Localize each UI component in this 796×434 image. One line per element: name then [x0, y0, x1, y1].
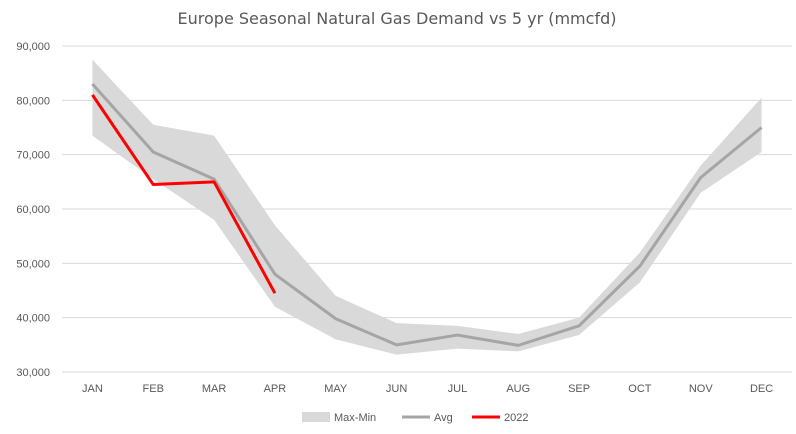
y-tick-label: 70,000	[16, 150, 50, 162]
legend-label: Avg	[434, 412, 453, 424]
legend-item: 2022	[472, 412, 528, 424]
x-tick-label: APR	[264, 383, 287, 395]
x-tick-label: MAR	[202, 383, 227, 395]
legend-item: Avg	[402, 412, 453, 424]
y-axis-labels: 30,000 40,000 50,000 60,000 70,000 80,000 90,0…	[16, 41, 50, 379]
y-tick-label: 50,000	[16, 258, 50, 270]
legend-swatch-band	[302, 412, 330, 422]
x-tick-label: NOV	[689, 383, 714, 395]
x-tick-label: FEB	[143, 383, 164, 395]
y-tick-label: 40,000	[16, 313, 50, 325]
band-layer	[92, 59, 762, 355]
line-layer	[91, 83, 763, 347]
y-tick-label: 60,000	[16, 204, 50, 216]
x-tick-label: JUN	[386, 383, 407, 395]
y-tick-label: 80,000	[16, 95, 50, 107]
series-line-2022	[91, 94, 277, 294]
x-tick-label: JAN	[82, 383, 103, 395]
x-tick-label: SEP	[568, 383, 590, 395]
x-tick-label: OCT	[628, 383, 652, 395]
x-tick-label: MAY	[324, 383, 348, 395]
legend: Max-Min Avg 2022	[302, 412, 528, 424]
x-axis-labels: JAN FEB MAR APR MAY JUN JUL AUG SEP OCT NOV DEC	[82, 383, 773, 395]
x-tick-label: JUL	[448, 383, 468, 395]
legend-label: Max-Min	[334, 412, 376, 424]
legend-item: Max-Min	[302, 412, 376, 424]
series-band-max-min	[92, 59, 762, 355]
chart-title: Europe Seasonal Natural Gas Demand vs 5 …	[178, 9, 617, 28]
series-line-avg	[91, 83, 763, 347]
legend-label: 2022	[504, 412, 528, 424]
x-tick-label: AUG	[506, 383, 530, 395]
x-tick-label: DEC	[750, 383, 773, 395]
y-tick-label: 30,000	[16, 367, 50, 379]
y-tick-label: 90,000	[16, 41, 50, 53]
